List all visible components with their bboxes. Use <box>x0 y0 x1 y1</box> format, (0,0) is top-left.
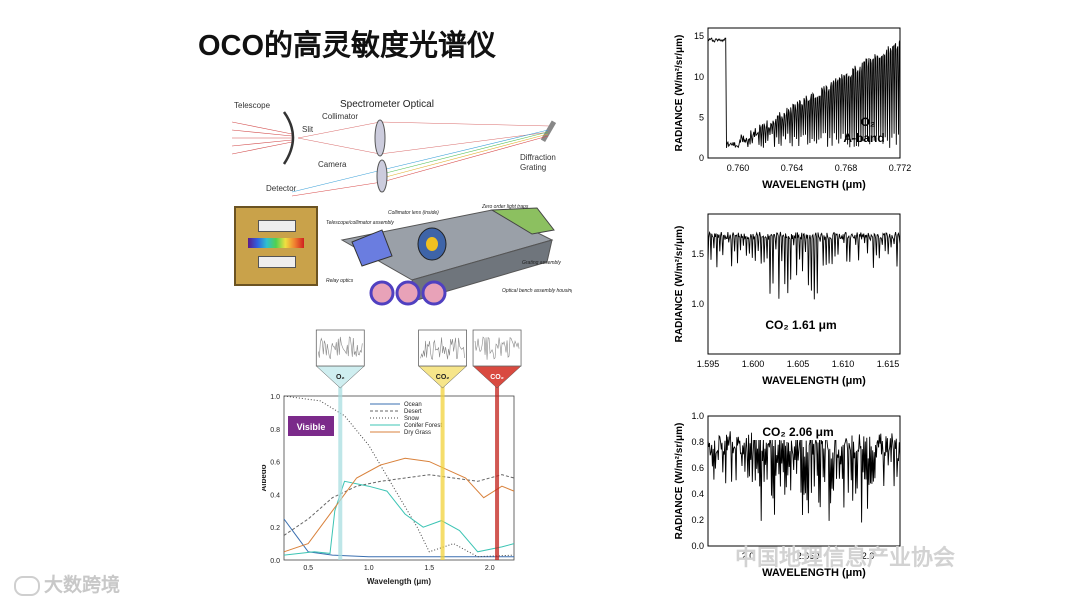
albedo-ytick-label: 0.6 <box>270 460 280 467</box>
albedo-xtick-label: 2.0 <box>485 565 495 572</box>
assembly-label-collimator-lens: Collimator lens (inside) <box>388 210 439 216</box>
radiance-xtick-label: 1.610 <box>832 359 855 369</box>
radiance-chart-o2: RADIANCE (W/m²/sr/μm) WAVELENGTH (μm) 0.76… <box>668 22 916 200</box>
assembly-label-grating: Grating assembly <box>522 260 561 266</box>
label-diffraction: Diffraction <box>520 153 556 162</box>
radiance-ytick-label: 10 <box>694 72 704 82</box>
watermark-left: 大数跨境 <box>14 570 120 597</box>
band-marker-label: O₂ <box>336 374 345 381</box>
watermark-right: 中国地理信息产业协会 <box>735 540 955 572</box>
label-grating: Grating <box>520 163 546 172</box>
albedo-ytick-label: 0.4 <box>270 492 280 499</box>
band-marker-label: CO₂ <box>436 374 450 381</box>
collimator-lens <box>375 120 385 156</box>
radiance-ytick-label: 0.0 <box>691 541 704 551</box>
radiance-ylabel: RADIANCE (W/m²/sr/μm) <box>674 35 685 152</box>
albedo-legend-label: Dry Grass <box>404 430 431 436</box>
radiance-ytick-label: 1.5 <box>691 249 704 259</box>
albedo-legend-label: Ocean <box>404 402 422 408</box>
label-detector: Detector <box>266 184 297 193</box>
label-telescope: Telescope <box>234 101 271 110</box>
albedo-ytick-label: 1.0 <box>270 394 280 401</box>
watermark-icon <box>14 576 40 596</box>
radiance-xtick-label: 1.600 <box>742 359 765 369</box>
optics-title: Spectrometer Optical <box>340 99 434 110</box>
albedo-ylabel: Albedo <box>262 464 268 491</box>
detector-spectrum <box>248 238 304 248</box>
radiance-annotation: CO₂ 2.06 μm <box>762 425 833 439</box>
radiance-ylabel: RADIANCE (W/m²/sr/μm) <box>674 226 685 343</box>
albedo-xtick-label: 1.5 <box>424 565 434 572</box>
radiance-ylabel: RADIANCE (W/m²/sr/μm) <box>674 423 685 540</box>
radiance-xlabel: WAVELENGTH (μm) <box>762 179 866 191</box>
radiance-xtick-label: 0.772 <box>889 163 912 173</box>
radiance-annotation: O₂ <box>861 115 876 129</box>
label-collimator: Collimator <box>322 112 358 121</box>
detector-chip <box>234 206 318 286</box>
albedo-ytick-label: 0.8 <box>270 427 280 434</box>
radiance-ytick-label: 0 <box>699 153 704 163</box>
albedo-ytick-label: 0.0 <box>270 558 280 565</box>
assembly-label-housing: Optical bench assembly housing <box>502 288 572 294</box>
label-slit: Slit <box>302 125 314 134</box>
albedo-ytick-label: 0.2 <box>270 525 280 532</box>
radiance-xtick-label: 0.760 <box>727 163 750 173</box>
detector-pad-bottom <box>258 256 296 268</box>
radiance-xtick-label: 1.605 <box>787 359 810 369</box>
radiance-ytick-label: 0.4 <box>691 489 704 499</box>
radiance-annotation: A-band <box>843 131 884 145</box>
albedo-legend-label: Conifer Forest <box>404 423 442 429</box>
radiance-xtick-label: 0.764 <box>781 163 804 173</box>
albedo-xtick-label: 1.0 <box>364 565 374 572</box>
radiance-xtick-label: 1.595 <box>697 359 720 369</box>
label-camera: Camera <box>318 160 347 169</box>
detector-pad-top <box>258 220 296 232</box>
albedo-legend-label: Snow <box>404 416 420 422</box>
radiance-ytick-label: 0.2 <box>691 515 704 525</box>
slide-title: OCO的高灵敏度光谱仪 <box>198 22 496 64</box>
watermark-left-text: 大数跨境 <box>44 575 120 596</box>
visible-band-label: Visible <box>297 422 326 432</box>
telescope-rays <box>232 122 292 154</box>
radiance-ytick-label: 0.8 <box>691 437 704 447</box>
band-marker-line <box>441 366 445 560</box>
assembly-label-relay: Relay optics <box>326 278 354 284</box>
radiance-xtick-label: 1.615 <box>877 359 900 369</box>
band-marker-label: CO₂ <box>490 374 504 381</box>
albedo-xlabel: Wavelength (μm) <box>367 577 431 586</box>
albedo-xtick-label: 0.5 <box>303 565 313 572</box>
radiance-chart-co2-161: RADIANCE (W/m²/sr/μm) WAVELENGTH (μm) 1.59… <box>668 208 916 390</box>
radiance-ytick-label: 15 <box>694 31 704 41</box>
assembly-label-telescope: Telescope/collimator assembly <box>326 220 394 226</box>
radiance-annotation: CO₂ 1.61 μm <box>765 318 836 332</box>
band-marker-line <box>338 366 342 560</box>
radiance-xtick-label: 0.768 <box>835 163 858 173</box>
band-marker-line <box>495 366 499 560</box>
assembly-label-light-traps: Zero order light traps <box>481 204 529 210</box>
camera-lens <box>377 160 387 192</box>
radiance-ytick-label: 5 <box>699 112 704 122</box>
band-thumbnail <box>473 330 521 366</box>
radiance-xlabel: WAVELENGTH (μm) <box>762 375 866 387</box>
collimator-rays <box>298 122 550 154</box>
spectrometer-optical-diagram: Spectrometer Optical Telescope Slit Coll… <box>232 92 572 198</box>
albedo-legend-label: Desert <box>404 409 422 415</box>
albedo-chart: 0.0 0.2 0.4 0.6 0.8 1.0 0.5 1.0 1.5 2.0 Wavelength… <box>262 326 524 594</box>
radiance-ytick-label: 1.0 <box>691 411 704 421</box>
instrument-assembly: Collimator lens (inside) Zero order ligh… <box>322 200 572 310</box>
radiance-ytick-label: 0.6 <box>691 463 704 473</box>
radiance-ytick-label: 1.0 <box>691 299 704 309</box>
